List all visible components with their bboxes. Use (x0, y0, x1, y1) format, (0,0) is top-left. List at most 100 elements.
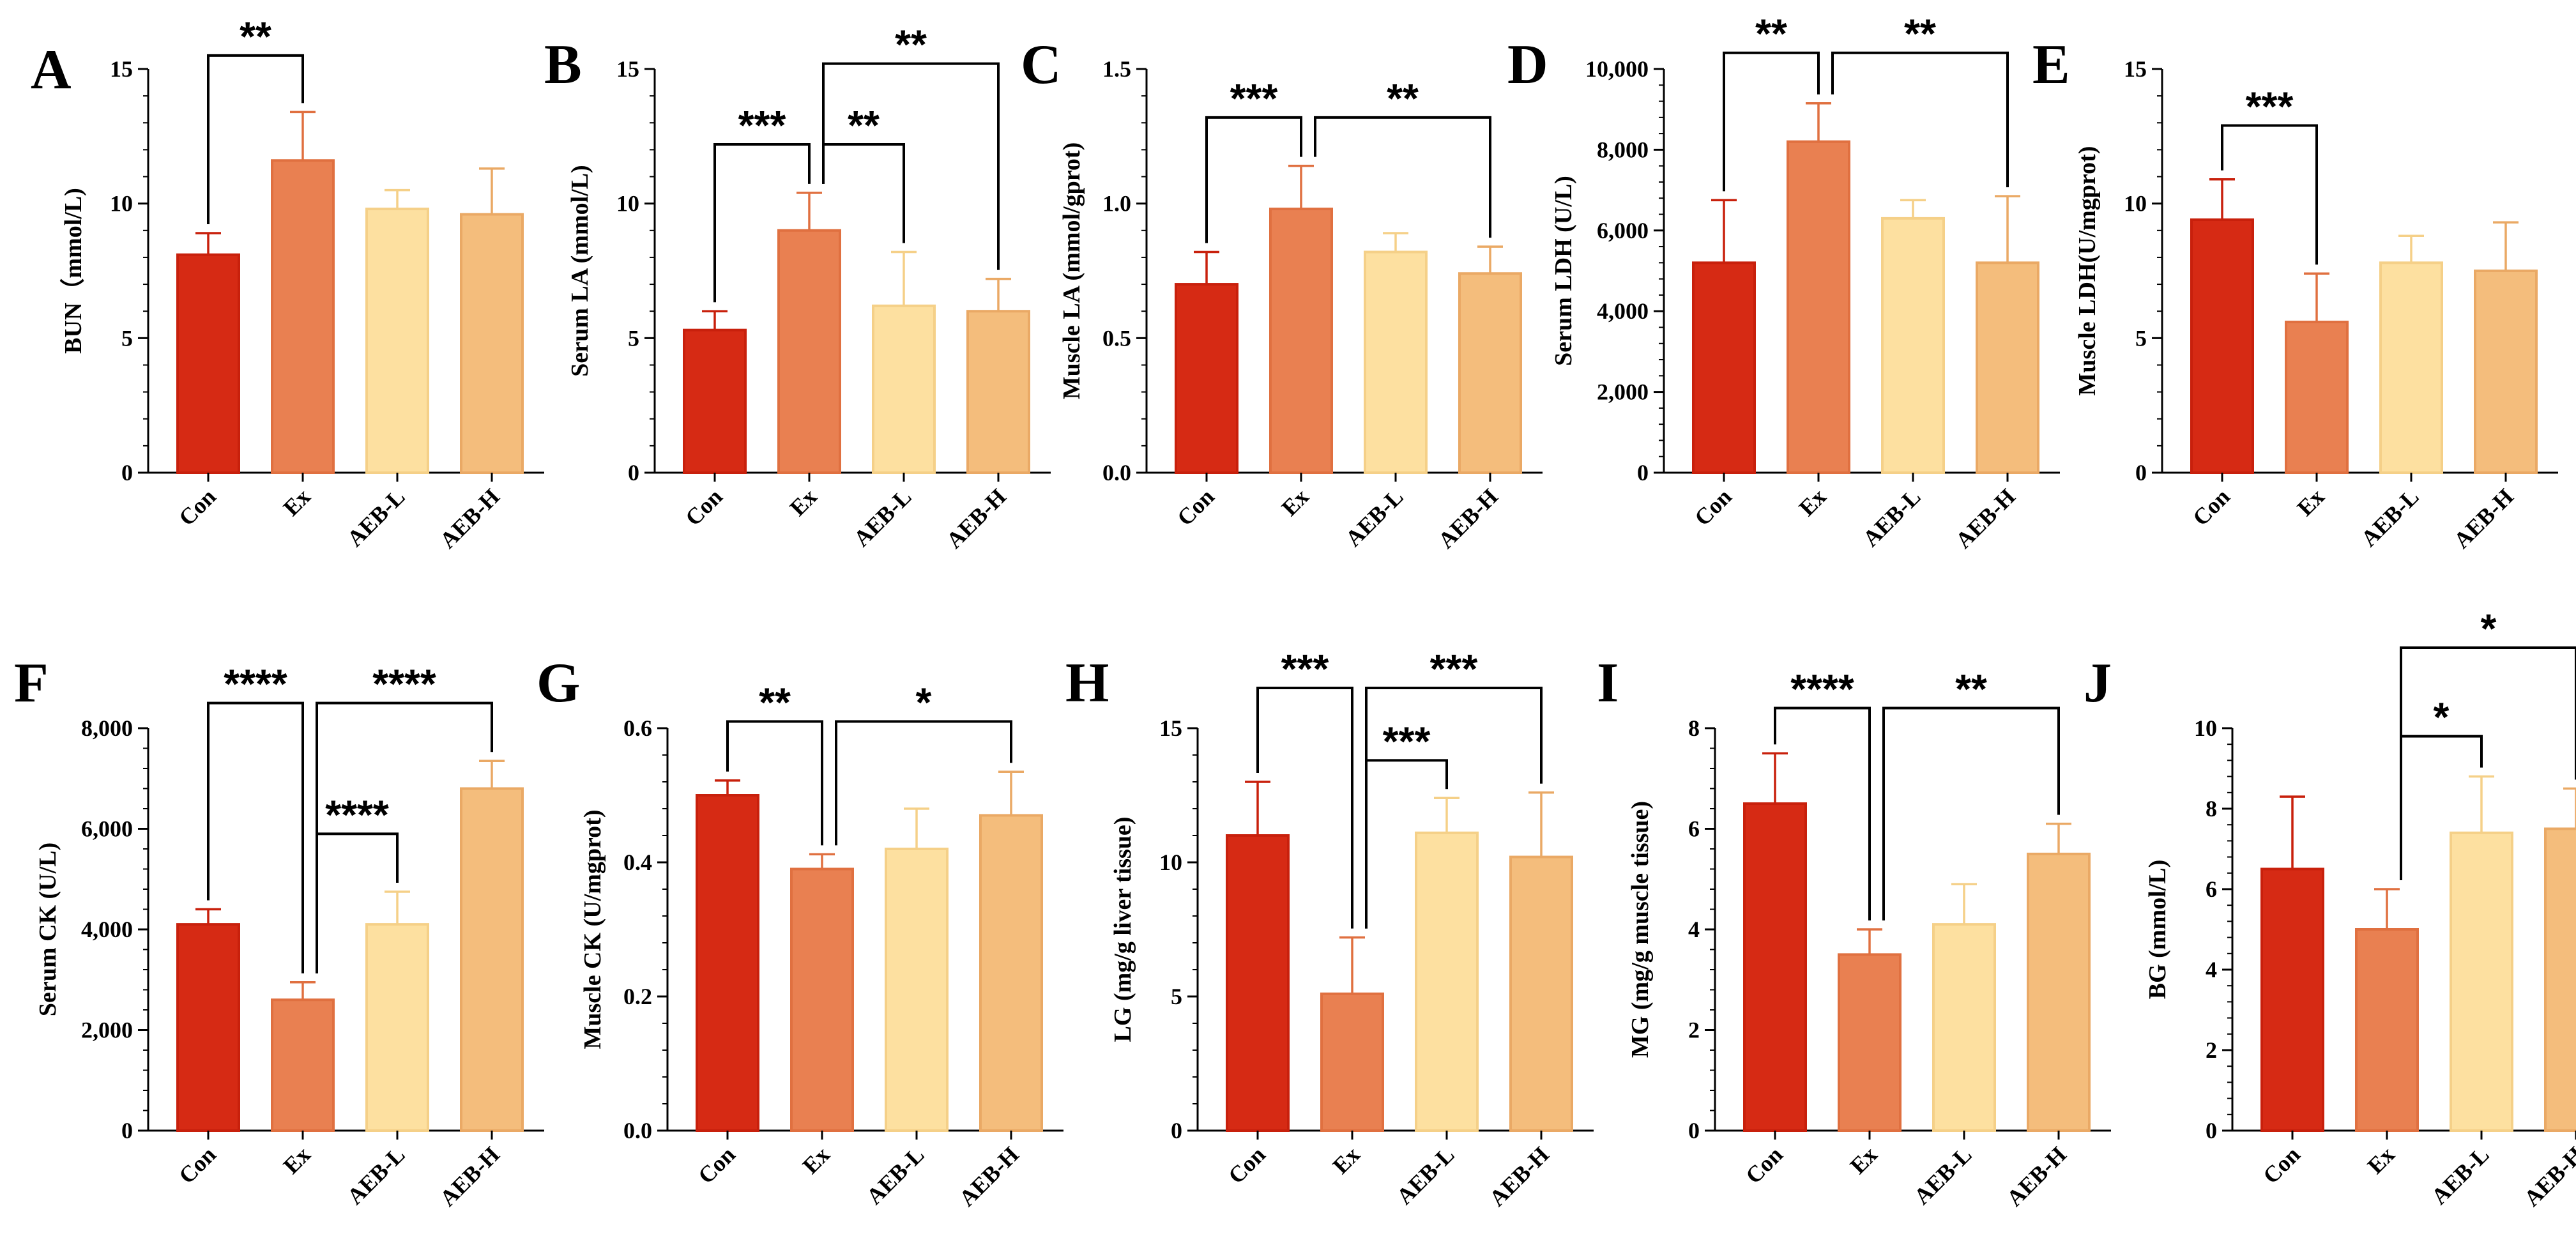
x-tick-label: Con (693, 1141, 740, 1189)
significance-bracket (1205, 116, 1302, 243)
significance-bracket (822, 62, 1000, 270)
y-tick-label: 0 (1688, 1118, 1700, 1143)
bar-aeb-h (1509, 855, 1573, 1132)
x-tick-label: AEB-L (1858, 484, 1926, 551)
significance-label: *** (1430, 646, 1478, 692)
significance-label: *** (2246, 83, 2294, 129)
panel-e: E 0 5 10 15 Muscle LDH(U/mgprot) Con Ex AEB-L AEB… (2032, 34, 2558, 553)
y-tick-label: 0.6 (623, 715, 652, 741)
significance-bracket (207, 54, 304, 225)
bar-aeb-l (1881, 217, 1945, 474)
panel-letter: H (1065, 652, 1109, 714)
y-tick-label: 2,000 (1597, 379, 1649, 405)
bar-aeb-h (1976, 261, 2039, 474)
significance-bracket (713, 142, 811, 303)
y-tick-label: 8,000 (81, 715, 133, 741)
significance-bracket (1256, 687, 1353, 929)
y-axis-title: Muscle LA (mmol/gprot) (1058, 142, 1085, 399)
x-tick-label: AEB-L (1909, 1141, 1977, 1209)
y-tick-label: 2,000 (81, 1018, 133, 1043)
significance-label: * (2434, 694, 2450, 740)
panel-letter: E (2032, 34, 2070, 96)
bar-aeb-h (2544, 827, 2576, 1132)
x-tick-label: AEB-H (1433, 484, 1503, 553)
significance-label: ** (759, 680, 791, 726)
y-tick-label: 6,000 (81, 816, 133, 842)
x-tick-label: Con (1689, 484, 1737, 531)
bar-ex (1269, 208, 1333, 474)
significance-bracket (822, 142, 905, 243)
bar-con (2190, 218, 2254, 474)
significance-label: * (916, 680, 932, 726)
bar-aeb-h (2027, 852, 2091, 1132)
bar-aeb-h (2474, 270, 2538, 474)
bar-ex (2285, 321, 2349, 475)
bar-aeb-l (1932, 923, 1996, 1132)
y-tick-label: 5 (121, 325, 133, 351)
panel-i: I 0 2 4 6 8 MG (mg/g muscle tissue) Con Ex AEB-L A… (1597, 652, 2111, 1211)
y-tick-label: 0.5 (1102, 325, 1131, 351)
x-tick-label: Con (174, 1141, 221, 1189)
y-axis-title: BG (mmol/L) (2144, 860, 2171, 999)
bar-ex (1838, 953, 1902, 1132)
x-tick-label: AEB-H (1484, 1141, 1554, 1211)
y-tick-label: 0 (628, 460, 639, 485)
bar-ex (271, 998, 335, 1132)
significance-label: * (2481, 606, 2497, 652)
x-tick-label: Con (1172, 484, 1219, 531)
x-tick-label: AEB-H (954, 1141, 1024, 1211)
y-tick-label: 4,000 (81, 917, 133, 942)
y-tick-label: 6 (2206, 876, 2217, 902)
significance-label: ** (1904, 11, 1936, 57)
y-tick-label: 0.0 (623, 1118, 652, 1143)
x-tick-label: Ex (1845, 1141, 1882, 1179)
significance-label: ** (848, 102, 880, 148)
y-tick-label: 4 (2206, 957, 2217, 982)
significance-bracket (1723, 51, 1820, 192)
significance-label: *** (1230, 75, 1278, 121)
y-axis-title: Muscle LDH(U/mgprot) (2074, 146, 2101, 396)
panel-d: D 0 2,000 4,000 6,000 8,000 10,000 Serum LDH (U… (1507, 11, 2060, 553)
y-tick-label: 1.5 (1102, 56, 1131, 82)
panel-g: G 0.0 0.2 0.4 0.6 Muscle CK (U/mgprot) Con Ex AE… (537, 652, 1063, 1211)
y-tick-label: 5 (628, 325, 639, 351)
x-tick-label: AEB-H (2002, 1141, 2071, 1211)
bar-con (696, 794, 759, 1132)
y-tick-label: 6 (1688, 816, 1700, 842)
significance-bracket (2400, 735, 2483, 880)
significance-label: ** (1955, 666, 1987, 712)
bar-con (1692, 261, 1756, 474)
significance-bracket (1774, 706, 1871, 920)
y-tick-label: 0 (121, 1118, 133, 1143)
significance-label: *** (1281, 646, 1329, 692)
x-tick-label: AEB-H (435, 484, 505, 553)
panel-letter: G (537, 652, 580, 714)
x-tick-label: Ex (1794, 484, 1831, 521)
significance-label: **** (372, 661, 436, 707)
y-tick-label: 0.4 (623, 850, 652, 875)
panel-letter: D (1507, 34, 1548, 96)
y-axis-title: Serum LDH (U/L) (1550, 176, 1577, 366)
y-axis-title: Serum CK (U/L) (34, 843, 61, 1016)
bar-con (1226, 834, 1290, 1132)
significance-label: ** (1755, 11, 1787, 57)
y-tick-label: 0 (2206, 1118, 2217, 1143)
x-tick-label: Ex (1328, 1141, 1365, 1179)
significance-label: *** (738, 102, 786, 148)
y-tick-label: 10 (2194, 715, 2217, 741)
panel-j: J 0 2 4 6 8 10 BG (mmol/L) Con Ex AEB-L AEB-H * * (2084, 606, 2576, 1211)
significance-label: ** (1387, 75, 1419, 121)
significance-bracket (1365, 759, 1448, 929)
bar-aeb-l (2379, 261, 2443, 474)
panel-letter: F (14, 652, 49, 714)
panel-letter: J (2084, 652, 2112, 714)
bar-ex (271, 159, 335, 474)
bar-ex (777, 229, 841, 474)
bar-ex (1320, 992, 1384, 1133)
bar-con (176, 923, 240, 1132)
y-axis-title: LG (mg/g liver tissue) (1109, 817, 1136, 1042)
y-tick-label: 0.2 (623, 984, 652, 1009)
x-tick-label: Ex (278, 484, 316, 521)
bar-aeb-h (460, 213, 524, 474)
